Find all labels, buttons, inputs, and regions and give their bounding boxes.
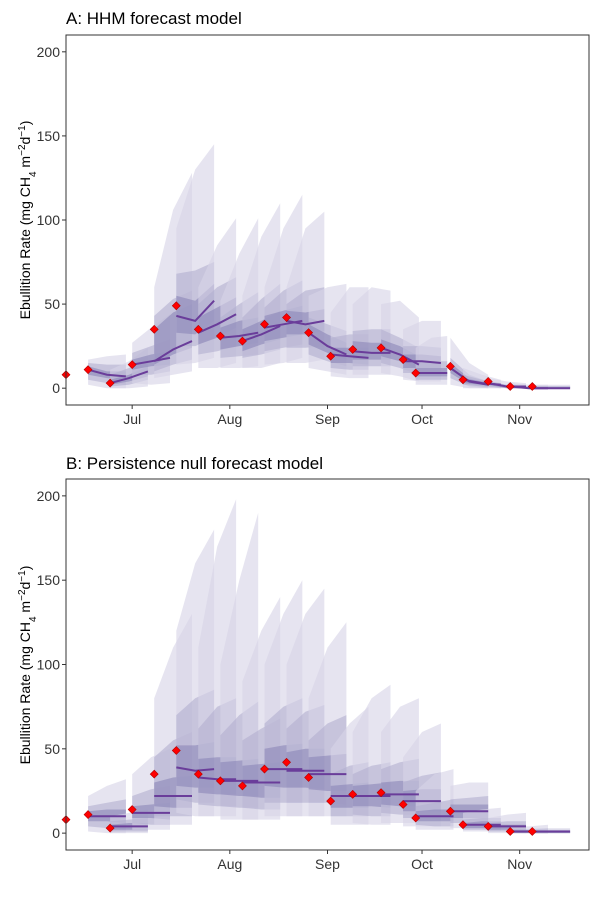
panel-b-observation-point bbox=[282, 757, 291, 767]
panel-a-forecast-5-median-line bbox=[176, 300, 215, 323]
panel-b-forecast-bands bbox=[88, 499, 571, 834]
panel-b-observation-point bbox=[505, 827, 515, 836]
panel-a-y-tick-label: 0 bbox=[52, 380, 60, 396]
panel-a-x-tick-label: Oct bbox=[411, 411, 433, 427]
panel-b-y-tick-label: 50 bbox=[44, 741, 60, 757]
panel-a-forecast-6-median-line bbox=[197, 313, 237, 334]
panel-b-forecast-medians bbox=[88, 766, 571, 833]
panel-a-observation-point bbox=[398, 355, 408, 365]
panel-b-observation-point bbox=[171, 746, 181, 755]
panel-a-forecast-8-median-line bbox=[242, 325, 281, 343]
panel-a-observation-point bbox=[348, 345, 358, 354]
panel-b-observation-point bbox=[348, 789, 358, 799]
panel-a-y-tick-label: 200 bbox=[37, 44, 61, 60]
panel-a-observation-point bbox=[458, 375, 468, 385]
panel-a-observation-point bbox=[282, 313, 291, 322]
panel-b-y-tick-label: 100 bbox=[37, 657, 61, 673]
panel-a-y-axis-label: Ebullition Rate (mg CH4 m−2d−1) bbox=[17, 121, 39, 320]
panel-a-forecast-4-median-line bbox=[153, 340, 193, 363]
panel-a-observation-point bbox=[83, 365, 93, 375]
panel-b-y-axis: 0 50 100 150 200 bbox=[37, 488, 66, 841]
panel-a-observation-point bbox=[304, 328, 314, 338]
panel-a-forecast-bands bbox=[88, 144, 571, 389]
panel-a-observation-point bbox=[105, 378, 115, 388]
panel-b-observation-point bbox=[304, 773, 314, 782]
panel-b-observation-point bbox=[376, 788, 386, 798]
panel-a-forecast-3-median-line bbox=[132, 356, 171, 366]
panel-a-title: A: HHM forecast model bbox=[66, 9, 242, 28]
panel-a-observation-point bbox=[326, 351, 336, 361]
panel-b-observation-point bbox=[260, 764, 269, 774]
panel-b-forecast-6-median-line bbox=[198, 776, 237, 781]
panel-b-y-axis-label: Ebullition Rate (mg CH4 m−2d−1) bbox=[17, 566, 39, 765]
panel-b-observation-point bbox=[527, 827, 537, 836]
panel-b-observation-point bbox=[105, 823, 115, 833]
panel-a-forecast-11-median-line bbox=[308, 331, 347, 356]
panel-a-observation-point bbox=[260, 319, 269, 329]
panel-b-observations bbox=[61, 746, 537, 836]
panel-b-observation-point bbox=[458, 820, 468, 830]
panel-a-x-tick-label: Sep bbox=[315, 411, 340, 427]
panel-a: A: HHM forecast model Ebullition Rate (m… bbox=[17, 9, 590, 427]
panel-b-observation-point bbox=[127, 805, 137, 814]
panel-b-observation-point bbox=[193, 769, 203, 779]
panel-b-observation-point bbox=[445, 806, 455, 816]
panel-b-y-tick-label: 150 bbox=[37, 572, 61, 588]
panel-b-observation-point bbox=[83, 810, 93, 820]
panel-a-observation-point bbox=[483, 377, 493, 386]
panel-a-forecast-7-median-line bbox=[220, 331, 259, 339]
panel-b-observation-point bbox=[411, 813, 421, 823]
panel-a-frame bbox=[65, 34, 590, 406]
panel-a-forecast-2-median-line bbox=[109, 370, 149, 385]
panel-a-observation-point bbox=[127, 360, 137, 370]
panel-b-observation-point bbox=[483, 821, 493, 831]
panel-b-forecast-5-median-line bbox=[176, 766, 215, 772]
panel-a-observation-point bbox=[445, 361, 455, 371]
panel-a-forecast-15-median-line bbox=[403, 360, 441, 364]
panel-a-observation-point bbox=[376, 343, 386, 353]
panel-a-x-axis: Jul Aug Sep Oct Nov bbox=[123, 405, 532, 427]
panel-b-x-tick-label: Aug bbox=[217, 856, 242, 872]
panel-a-observation-point bbox=[527, 382, 537, 391]
panel-a-forecast-13-median-line bbox=[352, 350, 391, 354]
panel-b-frame bbox=[65, 478, 590, 851]
panel-b-x-tick-label: Oct bbox=[411, 856, 433, 872]
panel-a-y-tick-label: 50 bbox=[44, 296, 60, 312]
panel-a-forecast-12-median-line bbox=[330, 353, 369, 359]
panel-a-x-tick-label: Aug bbox=[217, 411, 242, 427]
panel-b-y-tick-label: 0 bbox=[52, 825, 60, 841]
panel-a-x-tick-label: Jul bbox=[123, 411, 141, 427]
panel-b-x-axis: Jul Aug Sep Oct Nov bbox=[123, 850, 532, 872]
panel-a-observation-point bbox=[171, 301, 181, 311]
panel-a-x-tick-label: Nov bbox=[507, 411, 532, 427]
panel-a-y-axis: 0 50 100 150 200 bbox=[37, 44, 66, 396]
panel-a-forecast-10-median-line bbox=[286, 319, 325, 326]
panel-a-observations bbox=[61, 301, 537, 391]
panel-b-x-tick-label: Jul bbox=[123, 856, 141, 872]
panel-a-observation-point bbox=[238, 336, 247, 346]
panel-b-observation-point bbox=[215, 776, 225, 786]
panel-b-observation-point bbox=[149, 769, 159, 779]
panel-a-observation-point bbox=[149, 324, 159, 334]
panel-a-y-tick-label: 150 bbox=[37, 128, 61, 144]
panel-b-title: B: Persistence null forecast model bbox=[66, 454, 323, 473]
panel-b-observation-point bbox=[238, 781, 247, 791]
panel-a-observation-point bbox=[193, 324, 203, 334]
panel-a-y-tick-label: 100 bbox=[37, 212, 61, 228]
panel-b-y-tick-label: 200 bbox=[37, 488, 61, 504]
panel-b-x-tick-label: Sep bbox=[315, 856, 340, 872]
panel-a-observation-point bbox=[505, 382, 515, 391]
panel-b-observation-point bbox=[398, 800, 408, 809]
panel-a-observation-point bbox=[411, 368, 421, 378]
panel-b-x-tick-label: Nov bbox=[507, 856, 532, 872]
panel-b: B: Persistence null forecast model Ebull… bbox=[17, 454, 590, 872]
panel-a-observation-point bbox=[215, 331, 225, 341]
panel-a-forecast-1-median-line bbox=[87, 368, 126, 378]
panel-b-observation-point bbox=[326, 796, 336, 806]
panel-a-forecast-medians bbox=[87, 300, 571, 390]
